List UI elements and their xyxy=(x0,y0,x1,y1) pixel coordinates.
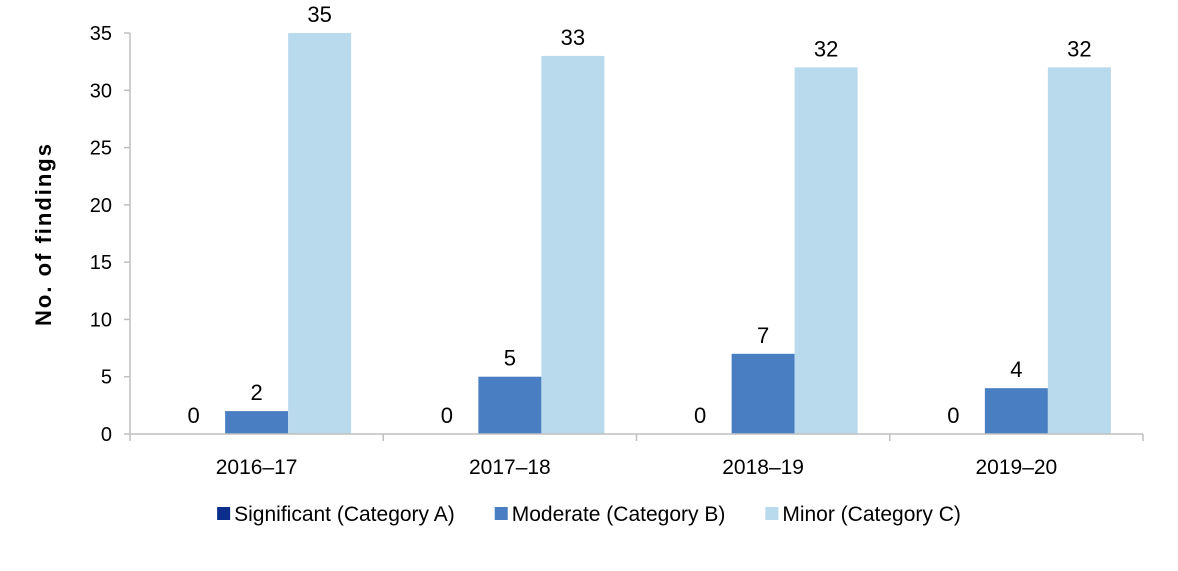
x-category-label: 2019–20 xyxy=(975,456,1057,479)
bar xyxy=(541,55,605,435)
data-label: 32 xyxy=(814,36,838,61)
x-category-label: 2016–17 xyxy=(216,456,298,479)
y-tick-label: 10 xyxy=(90,309,112,331)
y-tick-label: 30 xyxy=(90,80,112,102)
bar xyxy=(731,353,795,434)
data-label: 5 xyxy=(504,346,516,371)
x-category-label: 2017–18 xyxy=(469,456,551,479)
data-label: 7 xyxy=(757,323,769,348)
bar xyxy=(984,388,1048,434)
x-axis: 2016–17 2017–18 2018–19 2019–20 xyxy=(129,433,1144,479)
legend-item: Minor (Category C) xyxy=(765,503,961,526)
x-category-label: 2018–19 xyxy=(722,456,804,479)
data-label: 35 xyxy=(307,2,331,27)
data-label: 0 xyxy=(694,403,706,428)
legend-label: Minor (Category C) xyxy=(782,503,961,526)
legend-item: Significant (Category A) xyxy=(217,503,455,526)
data-label: 2 xyxy=(251,380,263,405)
data-label: 0 xyxy=(188,403,200,428)
legend-item: Moderate (Category B) xyxy=(494,503,726,526)
bar xyxy=(225,411,289,434)
y-axis: 0 5 10 15 20 25 30 35 xyxy=(90,23,131,446)
data-label: 0 xyxy=(441,403,453,428)
legend-swatch xyxy=(765,507,779,520)
data-label: 32 xyxy=(1067,36,1091,61)
data-label: 0 xyxy=(947,403,959,428)
y-tick-label: 35 xyxy=(90,23,112,45)
bar xyxy=(794,67,858,434)
legend-swatch xyxy=(217,507,231,520)
data-label: 4 xyxy=(1010,357,1022,382)
y-tick-label: 25 xyxy=(90,138,112,160)
legend-label: Moderate (Category B) xyxy=(512,503,726,526)
bar xyxy=(1047,67,1111,434)
bar xyxy=(288,33,352,434)
bar xyxy=(478,376,542,434)
y-tick-label: 5 xyxy=(101,367,112,389)
y-tick-label: 0 xyxy=(101,424,112,446)
legend-label: Significant (Category A) xyxy=(234,503,455,526)
y-tick-label: 20 xyxy=(90,195,112,217)
data-label: 33 xyxy=(561,25,585,50)
y-tick-label: 15 xyxy=(90,252,112,274)
bars: 0 2 35 0 5 33 0 7 32 0 4 32 xyxy=(188,2,1111,435)
y-axis-title: No. of findings xyxy=(31,142,56,326)
legend-swatch xyxy=(494,507,508,520)
legend: Significant (Category A) Moderate (Catego… xyxy=(217,503,961,526)
